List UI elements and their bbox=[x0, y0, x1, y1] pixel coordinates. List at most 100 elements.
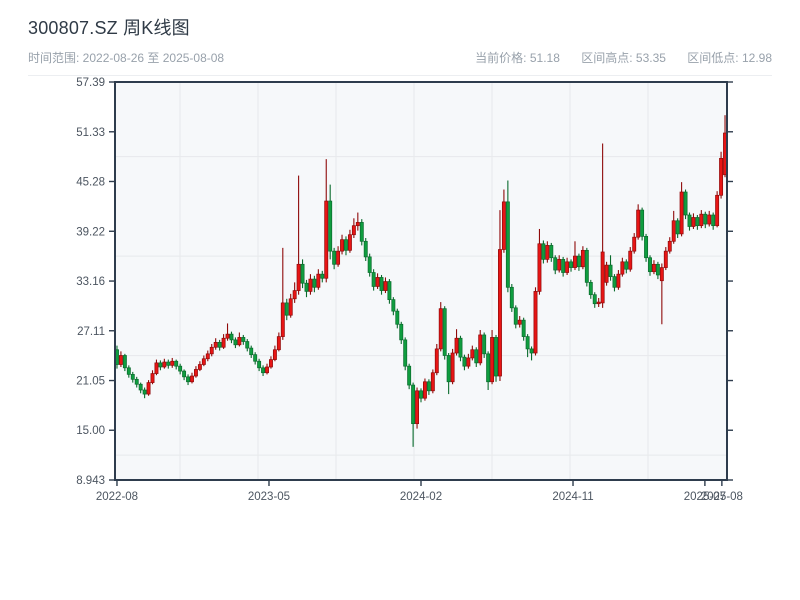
candle bbox=[482, 332, 487, 358]
candle bbox=[344, 236, 348, 256]
candle bbox=[233, 337, 238, 349]
y-tick-label: 51.33 bbox=[76, 127, 105, 139]
candle bbox=[359, 219, 364, 246]
candle bbox=[462, 354, 467, 371]
candle bbox=[347, 229, 352, 253]
candle bbox=[576, 253, 581, 271]
candle bbox=[525, 334, 530, 358]
x-tick-label: 2025-07 bbox=[684, 491, 726, 503]
candle bbox=[596, 297, 601, 308]
candle bbox=[126, 365, 131, 378]
candle bbox=[655, 261, 660, 280]
candle bbox=[501, 189, 506, 253]
stat-range-low-value: 12.98 bbox=[741, 51, 772, 65]
candle bbox=[434, 343, 439, 376]
candle bbox=[675, 218, 680, 239]
candle bbox=[182, 369, 187, 381]
candle bbox=[608, 255, 613, 281]
x-tick-label: 2022-08 bbox=[96, 491, 138, 503]
candle bbox=[403, 337, 408, 371]
candle bbox=[533, 287, 538, 356]
candle bbox=[150, 370, 155, 385]
y-tick-label: 21.05 bbox=[76, 376, 105, 388]
stat-current-price: 当前价格: 51.18 bbox=[475, 51, 560, 65]
candle bbox=[186, 374, 190, 386]
candle bbox=[292, 282, 297, 303]
candle bbox=[288, 293, 293, 318]
candle bbox=[549, 242, 554, 262]
candle bbox=[715, 191, 720, 228]
candle bbox=[142, 387, 147, 399]
candle bbox=[652, 260, 656, 275]
candle bbox=[561, 256, 566, 277]
stat-current-price-value: 51.18 bbox=[529, 51, 560, 65]
y-tick-label: 27.11 bbox=[77, 326, 105, 338]
candle bbox=[205, 350, 210, 362]
candle bbox=[632, 233, 637, 254]
candle bbox=[411, 382, 416, 447]
candle bbox=[490, 330, 495, 385]
candle bbox=[213, 338, 218, 350]
date-range-label: 时间范围: 2022-08-26 至 2025-08-08 bbox=[28, 51, 225, 65]
candle bbox=[371, 269, 376, 291]
candle bbox=[616, 270, 621, 290]
candlesticks[interactable] bbox=[115, 115, 727, 447]
axis-ticks bbox=[109, 81, 733, 486]
candle bbox=[553, 255, 558, 275]
candle bbox=[379, 274, 384, 295]
candle bbox=[426, 379, 431, 395]
candle bbox=[557, 255, 562, 273]
candle bbox=[636, 204, 641, 240]
candle bbox=[308, 274, 313, 295]
candle bbox=[253, 352, 258, 365]
candle bbox=[541, 240, 546, 264]
y-tick-label: 8.943 bbox=[76, 475, 105, 487]
candle bbox=[498, 210, 502, 381]
candle bbox=[316, 269, 321, 290]
x-axis-labels: 2022-08 2023-05 2024-02 2024-11 2025-072025-… bbox=[96, 491, 743, 503]
candle bbox=[280, 247, 285, 340]
candle bbox=[399, 321, 404, 344]
candle bbox=[711, 212, 716, 230]
candle bbox=[466, 353, 471, 369]
candle bbox=[478, 330, 483, 366]
candle bbox=[241, 334, 246, 345]
x-tick-label: 2024-11 bbox=[552, 491, 593, 503]
candle bbox=[304, 279, 309, 298]
candle bbox=[454, 329, 459, 356]
candle bbox=[699, 210, 704, 229]
candle bbox=[419, 388, 423, 403]
x-tick-label: 2024-02 bbox=[400, 491, 442, 503]
candle bbox=[719, 151, 724, 199]
candle bbox=[170, 357, 175, 368]
candle bbox=[494, 334, 498, 382]
candle bbox=[146, 380, 151, 396]
candle bbox=[644, 233, 649, 262]
stat-range-low: 区间低点: 12.98 bbox=[687, 51, 772, 65]
candle bbox=[415, 387, 420, 429]
candle bbox=[517, 316, 522, 328]
candle bbox=[580, 246, 585, 270]
candle bbox=[340, 234, 344, 255]
candle bbox=[486, 351, 491, 390]
candle bbox=[201, 355, 206, 367]
candle bbox=[312, 275, 317, 293]
candle bbox=[166, 359, 171, 369]
candle bbox=[229, 331, 234, 344]
candle bbox=[320, 270, 325, 283]
plot-area[interactable] bbox=[115, 82, 727, 480]
candle bbox=[221, 334, 226, 349]
candle bbox=[438, 302, 443, 352]
candle bbox=[197, 361, 202, 372]
candle bbox=[450, 348, 455, 385]
candle bbox=[509, 284, 514, 312]
candle bbox=[272, 345, 277, 362]
candle bbox=[521, 317, 526, 341]
candle bbox=[679, 182, 684, 237]
candle bbox=[158, 360, 163, 371]
y-axis-labels: 57.39 51.33 45.28 39.22 33.16 27.11 21.05 15.00… bbox=[76, 77, 105, 487]
candle bbox=[683, 189, 688, 220]
candle bbox=[284, 298, 289, 321]
candle bbox=[442, 306, 447, 360]
